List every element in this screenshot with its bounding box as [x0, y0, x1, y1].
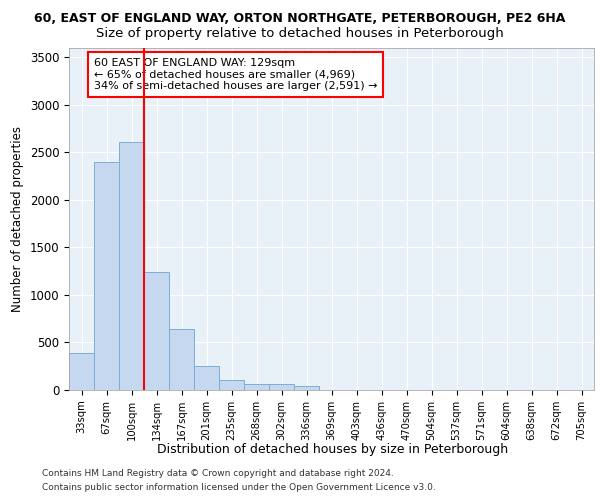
Text: Contains public sector information licensed under the Open Government Licence v3: Contains public sector information licen… — [42, 484, 436, 492]
Bar — [169, 329, 194, 390]
Bar — [94, 162, 119, 390]
Bar — [294, 386, 319, 390]
Text: 60 EAST OF ENGLAND WAY: 129sqm
← 65% of detached houses are smaller (4,969)
34% : 60 EAST OF ENGLAND WAY: 129sqm ← 65% of … — [94, 58, 377, 91]
Text: Contains HM Land Registry data © Crown copyright and database right 2024.: Contains HM Land Registry data © Crown c… — [42, 468, 394, 477]
Text: Size of property relative to detached houses in Peterborough: Size of property relative to detached ho… — [96, 28, 504, 40]
Bar — [144, 272, 169, 390]
Bar — [219, 380, 244, 390]
Bar — [69, 353, 94, 390]
Bar — [119, 142, 144, 390]
Bar — [269, 384, 294, 390]
Bar — [194, 366, 219, 390]
Text: Distribution of detached houses by size in Peterborough: Distribution of detached houses by size … — [157, 442, 509, 456]
Bar — [244, 384, 269, 390]
Y-axis label: Number of detached properties: Number of detached properties — [11, 126, 24, 312]
Text: 60, EAST OF ENGLAND WAY, ORTON NORTHGATE, PETERBOROUGH, PE2 6HA: 60, EAST OF ENGLAND WAY, ORTON NORTHGATE… — [34, 12, 566, 26]
